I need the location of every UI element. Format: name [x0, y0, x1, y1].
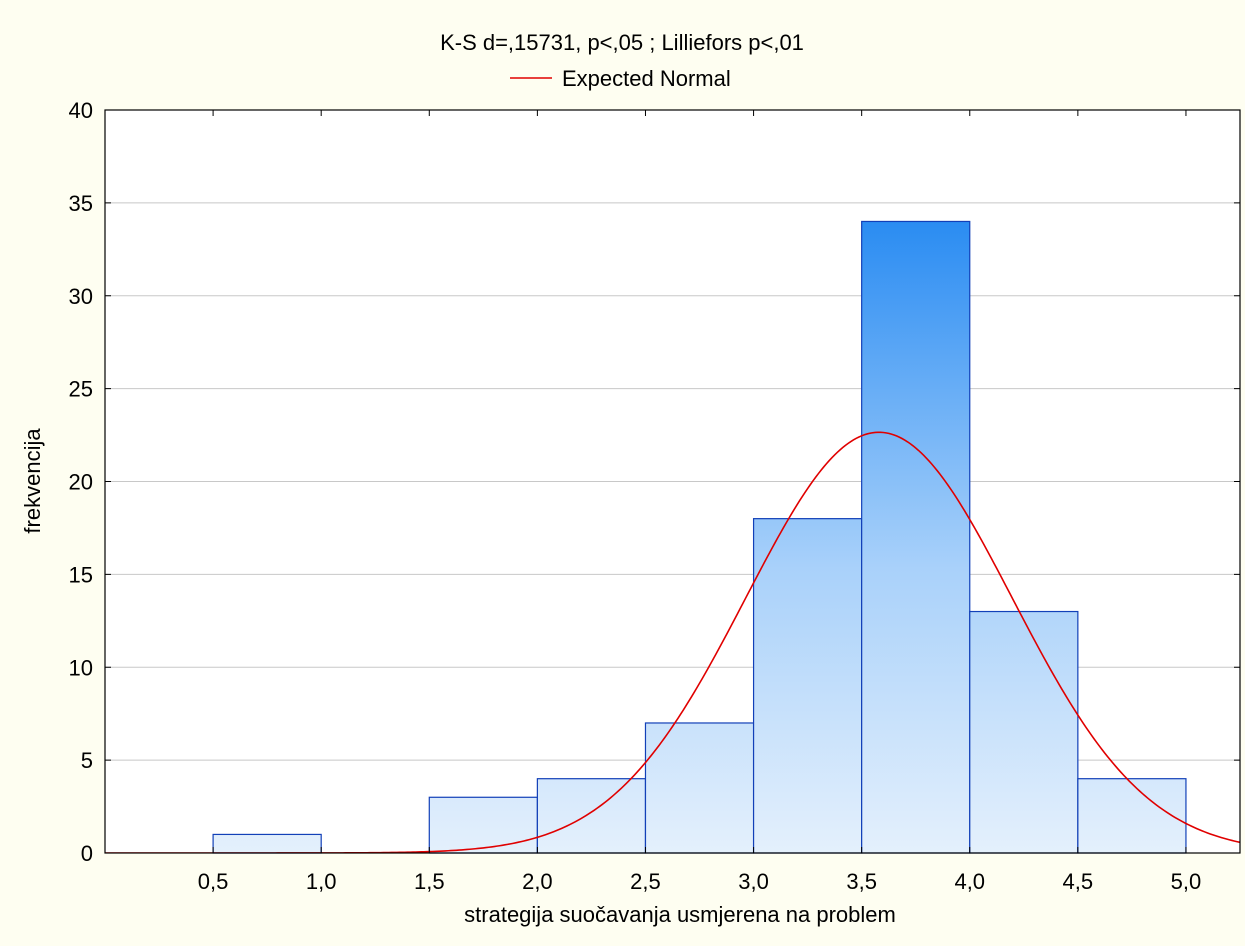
y-tick-label: 15	[69, 562, 93, 587]
x-tick-label: 2,5	[630, 869, 661, 894]
histogram-bar	[644, 722, 755, 854]
y-tick-label: 10	[69, 655, 93, 680]
y-tick-label: 5	[81, 748, 93, 773]
chart-title: K-S d=,15731, p<,05 ; Lilliefors p<,01	[440, 30, 804, 55]
x-tick-label: 2,0	[522, 869, 553, 894]
x-tick-label: 1,0	[306, 869, 337, 894]
x-tick-label: 1,5	[414, 869, 445, 894]
x-tick-label: 4,0	[954, 869, 985, 894]
y-tick-label: 25	[69, 377, 93, 402]
x-tick-label: 4,5	[1063, 869, 1094, 894]
x-tick-label: 5,0	[1171, 869, 1202, 894]
x-tick-label: 0,5	[198, 869, 229, 894]
axis-ticks: 0,5 1,0 1,5 2,0 2,5 3,0 3,5 4,0 4,5 5,0 0 5 10 15 20 25…	[69, 98, 1240, 894]
histogram-bar	[428, 796, 538, 854]
histogram-bars	[212, 220, 1187, 854]
histogram-bar	[212, 833, 322, 854]
x-tick-label: 3,0	[738, 869, 769, 894]
y-axis-label: frekvencija	[20, 428, 45, 534]
y-tick-label: 35	[69, 191, 93, 216]
histogram-bar	[969, 610, 1079, 854]
histogram-bar	[1077, 778, 1187, 854]
gridlines	[105, 202, 1240, 761]
y-tick-label: 20	[69, 470, 93, 495]
histogram-bar	[536, 778, 647, 854]
histogram-bar	[752, 518, 863, 854]
y-tick-label: 30	[69, 284, 93, 309]
y-tick-label: 0	[81, 841, 93, 866]
x-axis-label: strategija suočavanja usmjerena na probl…	[464, 902, 896, 927]
y-tick-label: 40	[69, 98, 93, 123]
x-tick-label: 3,5	[846, 869, 877, 894]
legend-label-expected-normal: Expected Normal	[562, 66, 731, 91]
histogram-bar	[861, 220, 971, 854]
